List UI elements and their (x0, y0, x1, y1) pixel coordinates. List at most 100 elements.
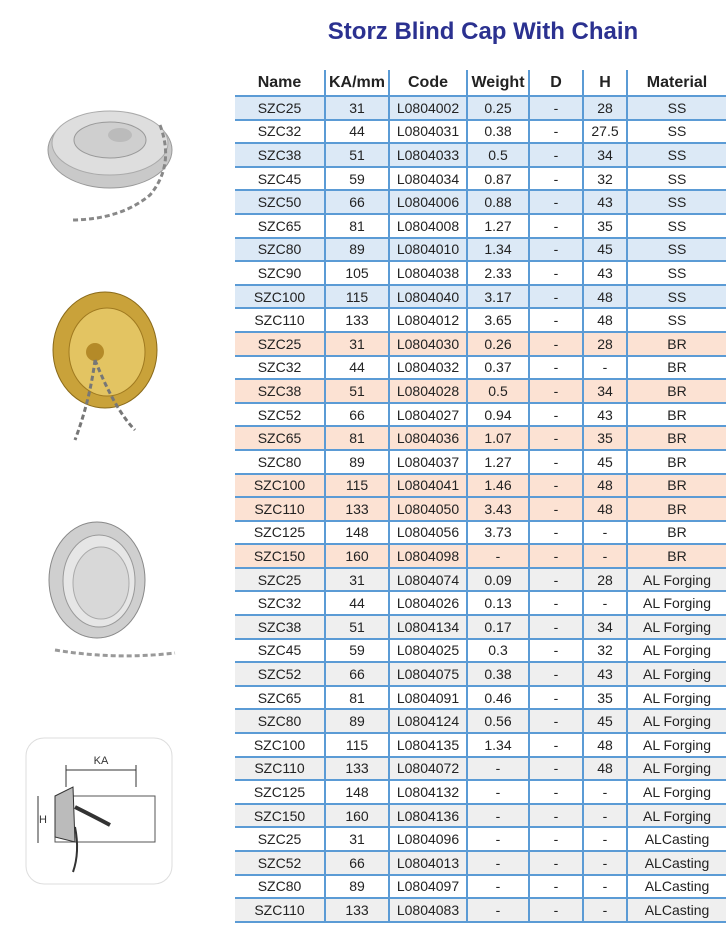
cell-h: 43 (582, 190, 627, 215)
cell-d: - (528, 733, 583, 758)
cell-weight: 0.37 (466, 355, 529, 381)
cell-weight: 0.46 (466, 685, 529, 711)
cell-code: L0804050 (388, 497, 467, 522)
cell-code: L0804033 (388, 143, 467, 168)
cell-h: 48 (582, 733, 627, 758)
cell-code: L0804135 (388, 733, 467, 758)
cell-material: SS (626, 190, 726, 215)
cell-ka: 44 (324, 119, 389, 145)
table-row: SZC110 133 L0804012 3.65-48 SS (235, 308, 726, 333)
cell-code: L0804074 (388, 567, 467, 593)
cell-h: 27.5 (582, 119, 627, 145)
cell-h: - (582, 591, 627, 617)
cell-name: SZC25 (235, 827, 325, 852)
cell-name: SZC32 (235, 119, 325, 145)
cell-ka: 81 (324, 213, 389, 239)
table-row: SZC80 89 L0804097- - - ALCasting (235, 874, 726, 900)
column-header-weight: Weight (466, 70, 529, 97)
cell-code: L0804028 (388, 379, 467, 404)
ka-label: KA (94, 755, 109, 767)
table-row: SZC80 89 L0804124 0.56-45 AL Forging (235, 709, 726, 735)
cell-code: L0804136 (388, 803, 467, 829)
table-row: SZC100 115 L0804040 3.17-48 SS (235, 284, 726, 310)
cell-weight: 0.38 (466, 119, 529, 145)
table-row: SZC110 133 L0804050 3.43-48 BR (235, 497, 726, 522)
cell-h: 43 (582, 662, 627, 687)
cell-d: - (528, 213, 583, 239)
table-row: SZC80 89 L0804010 1.34-45 SS (235, 237, 726, 263)
cell-code: L0804097 (388, 874, 467, 900)
cell-material: SS (626, 166, 726, 192)
cell-weight: - (466, 898, 529, 923)
cell-weight: - (466, 803, 529, 829)
cell-name: SZC125 (235, 780, 325, 805)
cell-d: - (528, 402, 583, 428)
cell-d: - (528, 261, 583, 286)
cell-name: SZC100 (235, 284, 325, 310)
cell-material: BR (626, 402, 726, 428)
cell-ka: 89 (324, 709, 389, 735)
cell-code: L0804072 (388, 756, 467, 782)
cell-weight: - (466, 544, 529, 569)
cell-d: - (528, 544, 583, 569)
cell-h: 43 (582, 402, 627, 428)
cell-code: L0804134 (388, 615, 467, 640)
cell-name: SZC100 (235, 733, 325, 758)
cell-d: - (528, 520, 583, 546)
cell-code: L0804026 (388, 591, 467, 617)
cell-weight: 1.27 (466, 213, 529, 239)
cell-name: SZC32 (235, 591, 325, 617)
cell-material: BR (626, 449, 726, 475)
cell-name: SZC110 (235, 756, 325, 782)
cell-h: 48 (582, 284, 627, 310)
cell-weight: - (466, 780, 529, 805)
cell-weight: 0.56 (466, 709, 529, 735)
table-row: SZC100 115 L0804041 1.46-48 BR (235, 473, 726, 499)
cell-h: 45 (582, 449, 627, 475)
cell-h: - (582, 544, 627, 569)
cell-d: - (528, 591, 583, 617)
cell-material: AL Forging (626, 709, 726, 735)
cell-name: SZC25 (235, 96, 325, 121)
cell-ka: 89 (324, 874, 389, 900)
table-row: SZC45 59 L0804025 0.3-32 AL Forging (235, 638, 726, 664)
cell-ka: 31 (324, 827, 389, 852)
cell-ka: 81 (324, 426, 389, 451)
table-row: SZC65 81 L0804008 1.27-35 SS (235, 213, 726, 239)
cell-code: L0804041 (388, 473, 467, 499)
cell-weight: - (466, 756, 529, 782)
cell-code: L0804025 (388, 638, 467, 664)
table-row: SZC65 81 L0804091 0.46-35 AL Forging (235, 685, 726, 711)
cell-material: BR (626, 497, 726, 522)
cell-d: - (528, 685, 583, 711)
cell-weight: - (466, 827, 529, 852)
cell-weight: 0.25 (466, 96, 529, 121)
table-row: SZC32 44 L0804031 0.38-27.5 SS (235, 119, 726, 145)
cell-name: SZC110 (235, 898, 325, 923)
cell-h: - (582, 520, 627, 546)
cell-d: - (528, 874, 583, 900)
cell-weight: - (466, 851, 529, 876)
dimension-diagram: KA H (25, 737, 173, 885)
cell-ka: 44 (324, 591, 389, 617)
cell-ka: 44 (324, 355, 389, 381)
cell-material: AL Forging (626, 567, 726, 593)
cell-d: - (528, 638, 583, 664)
cell-code: L0804027 (388, 402, 467, 428)
table-row: SZC38 51 L0804134 0.17-34 AL Forging (235, 615, 726, 640)
cell-material: SS (626, 237, 726, 263)
cell-d: - (528, 662, 583, 687)
cell-code: L0804083 (388, 898, 467, 923)
cell-material: AL Forging (626, 638, 726, 664)
brass-blind-cap-image (52, 291, 158, 441)
cell-name: SZC80 (235, 449, 325, 475)
cell-d: - (528, 355, 583, 381)
cell-d: - (528, 237, 583, 263)
table-row: SZC45 59 L0804034 0.87-32 SS (235, 166, 726, 192)
table-row: SZC150 160 L0804136- - - AL Forging (235, 803, 726, 829)
table-row: SZC110 133 L0804072- -48 AL Forging (235, 756, 726, 782)
cell-d: - (528, 96, 583, 121)
cell-code: L0804008 (388, 213, 467, 239)
cell-d: - (528, 331, 583, 357)
page-title: Storz Blind Cap With Chain (327, 18, 639, 45)
